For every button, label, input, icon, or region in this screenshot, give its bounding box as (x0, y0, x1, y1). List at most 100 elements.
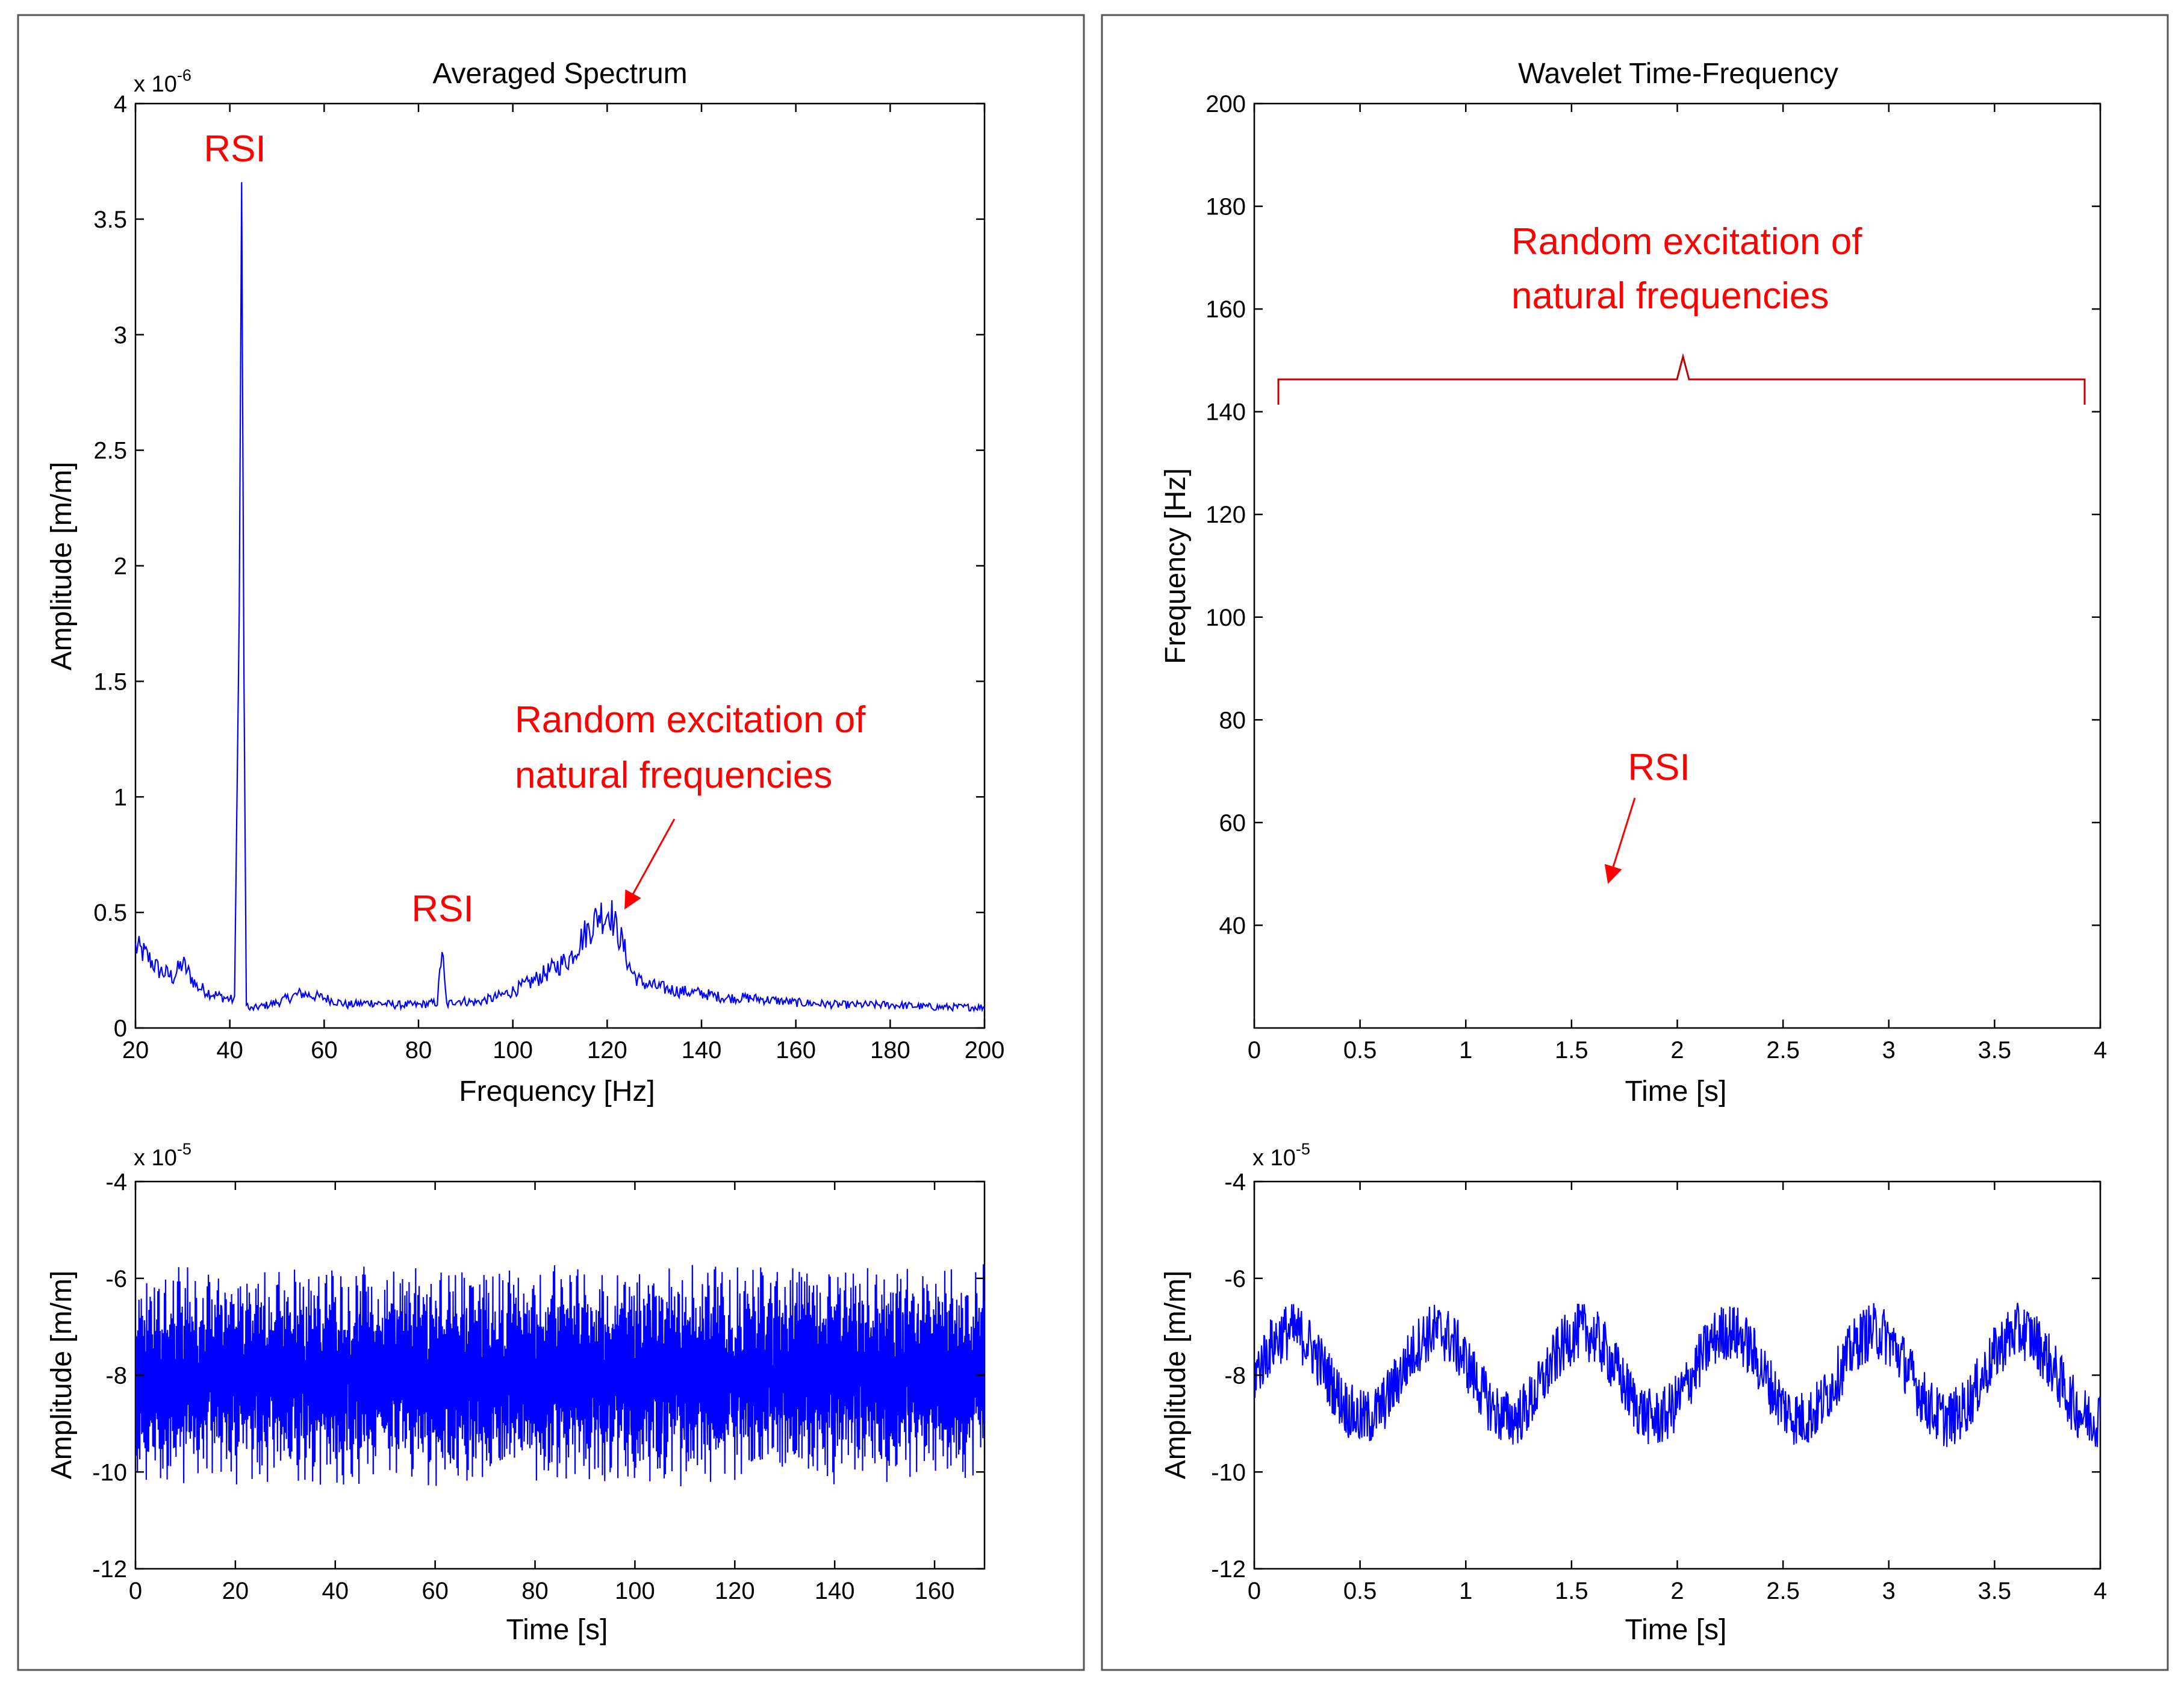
spectrum-x-tick-label: 20 (122, 1037, 149, 1064)
spectrum-y-axis-title: Amplitude [m/m] (46, 462, 78, 671)
wavelet-x-tick-label: 0.5 (1343, 1037, 1377, 1064)
signal-long-x-tick-label: 80 (521, 1578, 549, 1604)
spectrum-chart: 20 40 60 80 100 120 140 160 180 200 0 0.5 1 1.5 2 2.5 3… (46, 58, 1004, 1107)
wavelet-y-ticks: 40 60 80 100 120 140 160 180 200 (1206, 91, 2100, 939)
wavelet-y-tick-label: 180 (1206, 194, 1246, 220)
signal-short-x-tick-label: 1 (1459, 1578, 1472, 1604)
spectrum-y-tick-label: 0 (114, 1015, 127, 1042)
spectrum-annotation-random-line2: natural frequencies (515, 755, 832, 796)
wavelet-y-tick-label: 200 (1206, 91, 1246, 117)
signal-short-x-ticks: 0 0.5 1 1.5 2 2.5 3 3.5 4 (1248, 1182, 2107, 1604)
signal-long-y-tick-label: -10 (92, 1459, 127, 1486)
signal-long-y-ticks: -4 -6 -8 -10 -12 (92, 1169, 985, 1583)
spectrum-x-axis-title: Frequency [Hz] (459, 1076, 655, 1107)
spectrum-series-group (134, 182, 985, 1013)
spectrum-x-tick-label: 80 (405, 1037, 432, 1064)
spectrum-x-tick-label: 200 (965, 1037, 1005, 1064)
spectrum-y-tick-label: 1 (114, 784, 127, 811)
signal-short-y-tick-label: -10 (1211, 1459, 1246, 1486)
wavelet-y-tick-label: 40 (1219, 912, 1246, 939)
spectrum-x-ticks: 20 40 60 80 100 120 140 160 180 200 (122, 104, 1005, 1064)
wavelet-y-tick-label: 80 (1219, 707, 1246, 733)
signal-short-x-tick-label: 2.5 (1766, 1578, 1800, 1604)
signal-long-series-line (135, 1264, 985, 1487)
spectrum-title: Averaged Spectrum (432, 58, 687, 90)
signal-short-x-axis-title: Time [s] (1625, 1614, 1727, 1646)
spectrum-y-multiplier-exponent: -6 (177, 66, 191, 84)
signal-long-y-multiplier: x 10-5 (134, 1140, 191, 1171)
signal-short-y-multiplier: x 10-5 (1252, 1140, 1310, 1171)
signal-long-y-axis-title: Amplitude [m/m] (46, 1271, 78, 1480)
wavelet-y-tick-label: 120 (1206, 502, 1246, 528)
spectrum-y-tick-label: 3.5 (93, 207, 127, 233)
wavelet-title: Wavelet Time-Frequency (1518, 58, 1838, 90)
spectrum-x-tick-label: 180 (870, 1037, 910, 1064)
wavelet-x-tick-label: 0 (1248, 1037, 1261, 1064)
signal-short-y-tick-label: -12 (1211, 1556, 1246, 1583)
wavelet-x-axis-title: Time [s] (1625, 1076, 1727, 1107)
spectrum-x-tick-label: 120 (587, 1037, 627, 1064)
signal-long-x-tick-label: 160 (915, 1578, 955, 1604)
wavelet-chart: 0 0.5 1 1.5 2 2.5 3 3.5 4 40 60 80 100 120 140 160 180 2… (1160, 58, 2107, 1107)
signal-short-y-ticks: -4 -6 -8 -10 -12 (1211, 1169, 2100, 1583)
wavelet-y-tick-label: 100 (1206, 605, 1246, 631)
signal-short-x-tick-label: 0.5 (1343, 1578, 1377, 1604)
wavelet-annotation-random-line2: natural frequencies (1511, 275, 1829, 317)
wavelet-annotation-arrow (1604, 797, 1636, 884)
signal-long-x-tick-label: 60 (422, 1578, 449, 1604)
spectrum-x-tick-label: 160 (776, 1037, 816, 1064)
signal-short-y-tick-label: -8 (1224, 1363, 1246, 1389)
wavelet-x-tick-label: 3 (1882, 1037, 1896, 1064)
spectrum-y-tick-label: 1.5 (93, 668, 127, 695)
signal-short-chart: 0 0.5 1 1.5 2 2.5 3 3.5 4 -4-6-8-10-12 Time [s] … (1160, 1140, 2107, 1646)
spectrum-y-ticks: 0 0.5 1 1.5 2 2.5 3 3.5 4 (93, 91, 985, 1042)
signal-short-y-tick-label: -6 (1224, 1266, 1246, 1292)
signal-long-y-multiplier-exponent: -5 (177, 1140, 191, 1158)
wavelet-x-tick-label: 4 (2094, 1037, 2107, 1064)
wavelet-plot-area (1253, 102, 2102, 1029)
spectrum-annotation-random-line1: Random excitation of (515, 699, 866, 741)
wavelet-x-tick-label: 1 (1459, 1037, 1472, 1064)
spectrum-plot-area (134, 102, 986, 1029)
spectrum-y-tick-label: 2 (114, 553, 127, 580)
signal-long-y-tick-label: -6 (105, 1266, 127, 1292)
wavelet-annotation-random-line1: Random excitation of (1511, 221, 1862, 263)
spectrum-y-tick-label: 2.5 (93, 438, 127, 464)
signal-long-x-axis-title: Time [s] (506, 1614, 608, 1646)
spectrum-y-tick-label: 4 (114, 91, 127, 117)
signal-long-x-tick-label: 120 (715, 1578, 755, 1604)
spectrum-annotation-arrow (624, 818, 676, 910)
wavelet-x-tick-label: 2 (1670, 1037, 1684, 1064)
signal-short-plot-area (1253, 1180, 2102, 1570)
wavelet-x-tick-label: 2.5 (1766, 1037, 1800, 1064)
signal-long-chart: 0 20 40 60 80 100 120 140 160 -4 -6 -8 -10 -12 Time … (46, 1140, 986, 1646)
signal-short-y-tick-label: -4 (1224, 1169, 1246, 1195)
signal-long-x-ticks: 0 20 40 60 80 100 120 140 160 (129, 1182, 955, 1604)
spectrum-x-tick-label: 40 (216, 1037, 243, 1064)
signal-short-x-tick-label: 3.5 (1978, 1578, 2012, 1604)
wavelet-annotation-rsi: RSI (1628, 747, 1690, 788)
wavelet-y-tick-label: 140 (1206, 399, 1246, 426)
spectrum-x-tick-label: 60 (311, 1037, 338, 1064)
signal-short-x-tick-label: 1.5 (1555, 1578, 1588, 1604)
spectrum-x-tick-label: 100 (493, 1037, 533, 1064)
spectrum-y-tick-label: 3 (114, 322, 127, 349)
signal-long-y-tick-label: -4 (105, 1169, 127, 1195)
wavelet-x-ticks: 0 0.5 1 1.5 2 2.5 3 3.5 4 (1248, 104, 2107, 1064)
spectrum-annotation-rsi-main: RSI (204, 128, 266, 170)
signal-short-x-tick-label: 0 (1248, 1578, 1261, 1604)
wavelet-y-tick-label: 60 (1219, 810, 1246, 836)
signal-short-x-tick-label: 4 (2094, 1578, 2107, 1604)
spectrum-annotation-rsi-secondary: RSI (411, 888, 473, 930)
signal-short-x-tick-label: 2 (1670, 1578, 1684, 1604)
signal-long-x-tick-label: 140 (815, 1578, 855, 1604)
signal-short-x-tick-label: 3 (1882, 1578, 1896, 1604)
signal-long-y-tick-label: -8 (105, 1363, 127, 1389)
signal-long-x-tick-label: 20 (222, 1578, 249, 1604)
signal-long-y-tick-label: -12 (92, 1556, 127, 1583)
spectrum-x-tick-label: 140 (682, 1037, 722, 1064)
signal-long-y-multiplier-base: x 10 (134, 1145, 177, 1171)
wavelet-x-tick-label: 3.5 (1978, 1037, 2012, 1064)
spectrum-y-multiplier: x 10-6 (134, 66, 191, 97)
